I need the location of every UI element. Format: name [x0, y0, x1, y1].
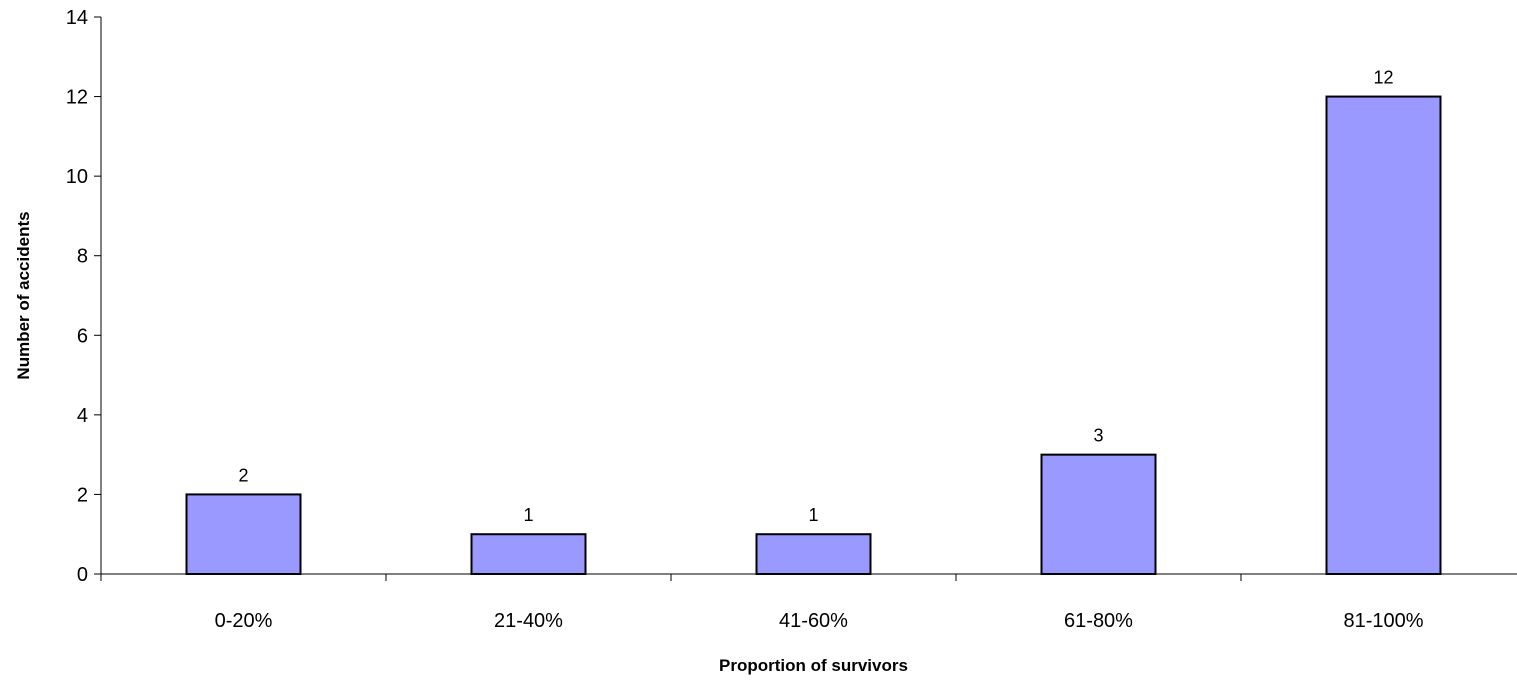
x-axis-ticks: 0-20% 21-40% 41-60% 61-80% 81-100%	[100, 574, 1424, 632]
x-tick-label: 41-60%	[779, 610, 848, 632]
y-tick-label: 12	[66, 87, 88, 109]
y-tick-label: 14	[66, 7, 88, 29]
bar	[185, 493, 302, 575]
bar	[1040, 453, 1157, 575]
y-tick-label: 2	[77, 484, 88, 506]
x-axis-title: Proportion of survivors	[719, 656, 908, 675]
bar	[755, 533, 872, 576]
x-tick-label: 61-80%	[1064, 610, 1133, 632]
y-axis-ticks: 0 2 4 6 8 10 12 14	[66, 7, 101, 586]
bars	[185, 95, 1442, 576]
x-tick-label: 0-20%	[215, 610, 273, 632]
y-tick-label: 4	[77, 405, 88, 427]
bar-value-label: 2	[238, 465, 248, 485]
y-tick-label: 6	[77, 325, 88, 347]
bar-value-label: 3	[1093, 426, 1103, 446]
x-tick-label: 21-40%	[494, 610, 563, 632]
bar-value-label: 1	[523, 505, 533, 525]
y-tick-label: 8	[77, 246, 88, 268]
x-tick-label: 81-100%	[1343, 610, 1423, 632]
bar	[470, 533, 587, 576]
y-tick-label: 0	[77, 564, 88, 586]
data-labels: 2 1 1 3 12	[238, 68, 1393, 526]
bar	[1325, 95, 1442, 575]
bar-value-label: 1	[808, 505, 818, 525]
bar-value-label: 12	[1373, 68, 1393, 88]
y-tick-label: 10	[66, 166, 88, 188]
y-axis-title: Number of accidents	[14, 211, 33, 379]
